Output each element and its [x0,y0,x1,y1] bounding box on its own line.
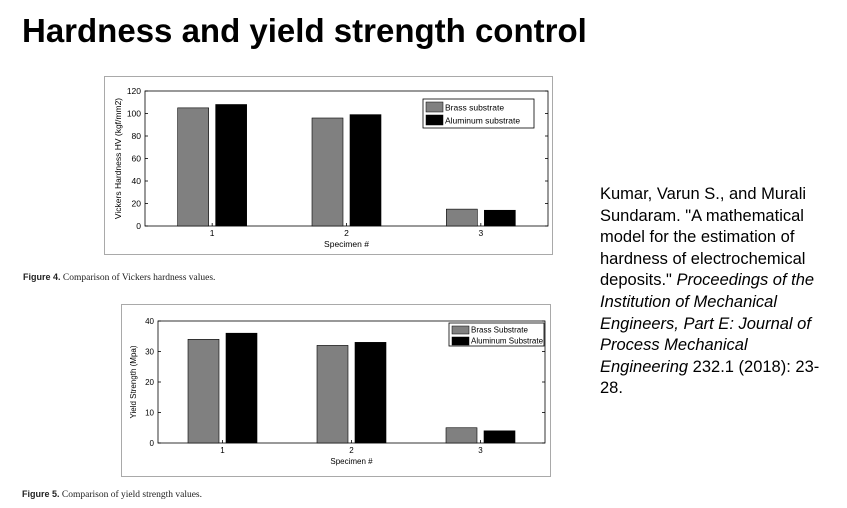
y-tick-label: 120 [127,86,141,96]
y-axis-label: Yield Strength (Mpa) [129,345,138,418]
bar-series-2-specimen-3 [483,430,516,444]
x-tick-label: 3 [478,228,483,238]
y-tick-label: 20 [145,378,154,387]
legend-label: Aluminum Substrate [471,337,544,346]
legend-box [422,98,535,129]
slide-title: Hardness and yield strength control [22,12,587,49]
yield-strength-chart-svg: 0 10 20 30 40 Yield Strength (Mpa) 1 2 3 Specimen… [129,317,546,466]
x-axis-label: Specimen # [330,457,373,466]
legend-label: Brass Substrate [471,326,528,335]
y-tick-label: 80 [132,131,142,141]
x-tick-label: 3 [478,446,483,455]
x-axis-label: Specimen # [324,239,369,249]
figure-5-label: Figure 5. [22,489,60,499]
legend-swatch [425,114,444,126]
bar-series-2-specimen-2 [354,342,387,444]
legend-swatch [451,336,470,346]
legend-swatch [451,325,470,335]
hardness-chart-svg: 0 20 40 60 80 100 120 Vickers Hardness HV (kgf/… [113,86,549,249]
bar-series-1-specimen-2 [316,345,349,444]
x-tick-label: 1 [220,446,225,455]
bar-series-2-specimen-3 [484,209,516,227]
bar-series-2-specimen-1 [215,104,247,227]
y-axis-label: Vickers Hardness HV (kgf/mm2) [113,98,123,219]
legend-swatch [425,101,444,113]
y-tick-label: 10 [145,409,154,418]
legend-label: Aluminum substrate [445,116,520,126]
legend-box [448,322,545,347]
citation-authors: Kumar, Varun S., and Murali Sundaram. "A… [600,185,807,290]
citation-details: 232.1 (2018): 23-28. [600,357,820,398]
y-tick-label: 60 [132,154,142,164]
figure-4-caption: Figure 4. Comparison of Vickers hardness… [23,272,215,283]
y-tick-label: 40 [132,176,142,186]
y-tick-label: 0 [136,221,141,231]
figure-4-label: Figure 4. [23,272,61,282]
yield-strength-chart: 0 10 20 30 40 Yield Strength (Mpa) 1 2 3 Specimen… [121,304,551,477]
figure-5-text: Comparison of yield strength values. [59,490,202,500]
y-tick-label: 20 [132,199,142,209]
x-tick-label: 2 [349,446,354,455]
citation: Kumar, Varun S., and Murali Sundaram. "A… [600,184,840,400]
figure-4-text: Comparison of Vickers hardness values. [60,273,216,283]
y-tick-label: 100 [127,109,141,119]
bar-series-1-specimen-1 [187,338,220,444]
bar-series-1-specimen-3 [446,208,478,227]
bar-series-2-specimen-2 [349,114,382,227]
bar-series-1-specimen-2 [311,117,344,227]
hardness-chart: 0 20 40 60 80 100 120 Vickers Hardness HV (kgf/… [104,76,553,255]
y-tick-label: 0 [150,439,155,448]
y-tick-label: 40 [145,317,154,326]
legend-label: Brass substrate [445,103,504,113]
bar-series-1-specimen-3 [445,427,478,444]
citation-journal: Proceedings of the Institution of Mechan… [600,271,815,376]
x-tick-label: 1 [210,228,215,238]
bar-series-1-specimen-1 [177,107,209,227]
x-tick-label: 2 [344,228,349,238]
bar-series-2-specimen-1 [225,332,258,444]
y-tick-label: 30 [145,348,154,357]
figure-5-caption: Figure 5. Comparison of yield strength v… [22,489,202,500]
